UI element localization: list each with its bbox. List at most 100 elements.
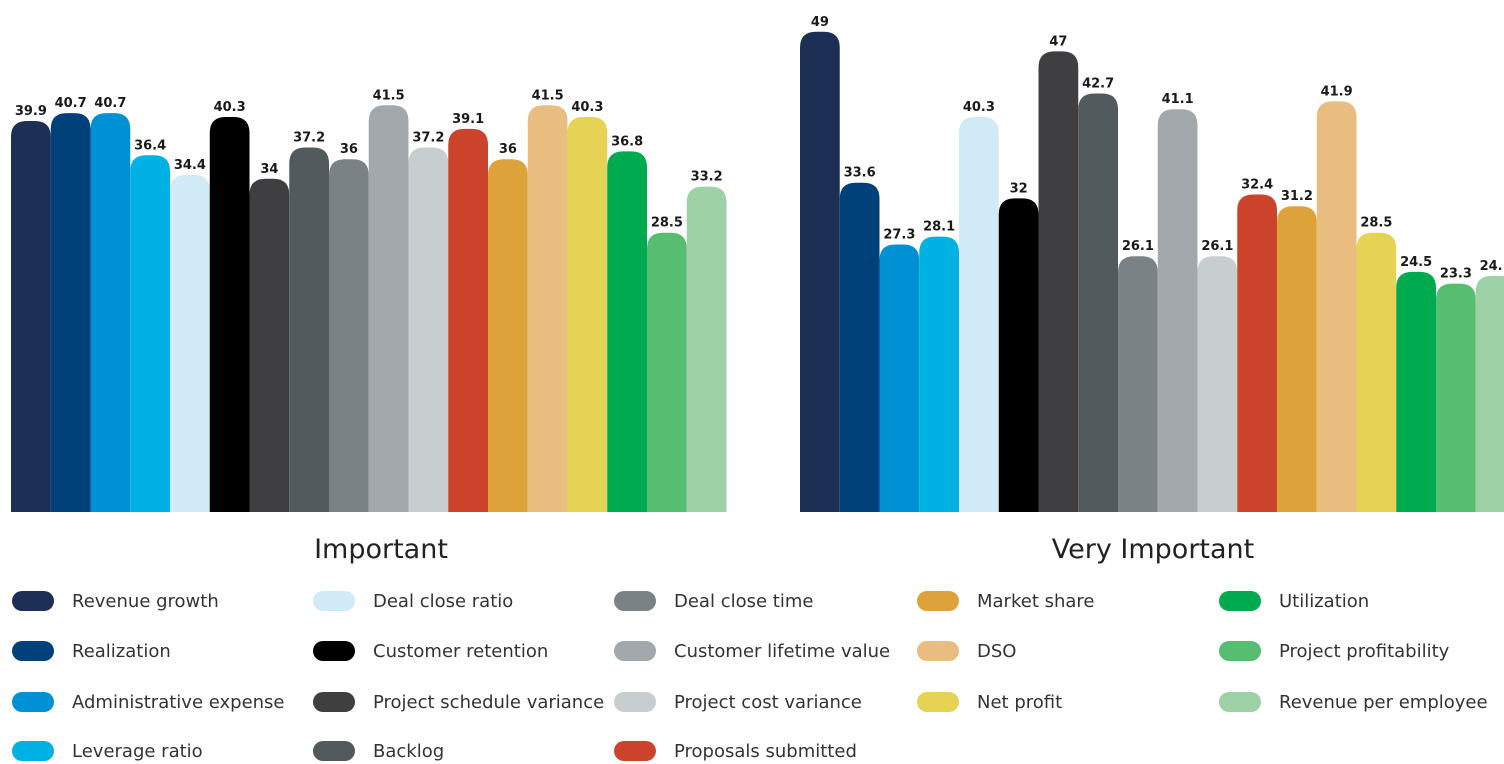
bar-very-important-proposals-submitted bbox=[1237, 194, 1277, 513]
legend-item-deal-close-ratio: Deal close ratio bbox=[313, 589, 513, 613]
bar-important-revenue-growth bbox=[11, 120, 51, 512]
legend-item-dso: DSO bbox=[917, 639, 1016, 663]
legend-item-net-profit: Net profit bbox=[917, 690, 1062, 714]
data-label-important-customer-retention: 40.3 bbox=[214, 100, 246, 115]
bars-layer: 39.9 40.7 40.7 36.4 34.4 40.3 34 37.2 36 41.5 37.2… bbox=[11, 15, 1504, 513]
data-label-important-realization: 40.7 bbox=[55, 96, 87, 111]
data-label-very-important-project-profitability: 23.3 bbox=[1440, 267, 1472, 282]
data-label-very-important-revenue-per-employee: 24.1 bbox=[1480, 259, 1504, 274]
legend-item-leverage-ratio: Leverage ratio bbox=[12, 739, 203, 763]
legend-swatch bbox=[313, 741, 355, 761]
data-label-important-backlog: 37.2 bbox=[293, 130, 325, 145]
legend-label: Realization bbox=[72, 640, 171, 662]
data-label-very-important-dso: 41.9 bbox=[1321, 84, 1353, 99]
data-label-important-proposals-submitted: 39.1 bbox=[452, 112, 484, 127]
bar-very-important-revenue-growth bbox=[800, 31, 840, 513]
legend-label: Net profit bbox=[977, 691, 1063, 713]
legend-item-customer-retention: Customer retention bbox=[313, 639, 548, 663]
bar-important-deal-close-ratio bbox=[170, 174, 210, 512]
legend-item-project-schedule-variance: Project schedule variance bbox=[313, 690, 604, 714]
legend-label: Project schedule variance bbox=[373, 691, 605, 713]
data-label-very-important-deal-close-ratio: 40.3 bbox=[963, 100, 995, 115]
legend-item-backlog: Backlog bbox=[313, 739, 444, 763]
bar-very-important-net-profit bbox=[1356, 232, 1397, 512]
legend-item-realization: Realization bbox=[12, 639, 171, 663]
bar-very-important-market-share bbox=[1277, 206, 1317, 513]
data-label-important-deal-close-time: 36 bbox=[340, 142, 358, 157]
legend-item-market-share: Market share bbox=[917, 589, 1095, 613]
data-label-very-important-customer-retention: 32 bbox=[1010, 181, 1028, 196]
legend-label: Revenue growth bbox=[72, 590, 219, 612]
data-label-very-important-proposals-submitted: 32.4 bbox=[1241, 177, 1273, 192]
bar-important-deal-close-time bbox=[329, 159, 369, 512]
bar-important-leverage-ratio bbox=[130, 155, 170, 512]
bar-important-realization bbox=[50, 113, 91, 512]
legend-swatch bbox=[313, 641, 355, 661]
legend-label: Backlog bbox=[373, 740, 445, 762]
bar-very-important-deal-close-time bbox=[1118, 256, 1158, 512]
data-label-very-important-administrative-expense: 27.3 bbox=[883, 227, 915, 242]
data-label-important-project-profitability: 28.5 bbox=[651, 216, 683, 231]
bar-important-utilization bbox=[607, 151, 647, 513]
bar-very-important-project-schedule-variance bbox=[1038, 51, 1079, 513]
legend-swatch bbox=[1219, 692, 1261, 712]
bar-very-important-utilization bbox=[1396, 271, 1436, 512]
legend-item-revenue-per-employee: Revenue per employee bbox=[1219, 690, 1488, 714]
data-label-important-revenue-growth: 39.9 bbox=[15, 104, 47, 119]
legend-item-revenue-growth: Revenue growth bbox=[12, 589, 219, 613]
bar-very-important-project-profitability bbox=[1436, 283, 1476, 512]
bar-very-important-customer-retention bbox=[998, 198, 1039, 512]
legend-label: Proposals submitted bbox=[674, 740, 857, 762]
data-label-very-important-deal-close-time: 26.1 bbox=[1122, 239, 1154, 254]
bar-important-customer-retention bbox=[209, 117, 250, 512]
data-label-important-project-cost-variance: 37.2 bbox=[412, 130, 444, 145]
data-label-very-important-customer-lifetime-value: 41.1 bbox=[1162, 92, 1194, 107]
legend-item-utilization: Utilization bbox=[1219, 589, 1369, 613]
bar-very-important-revenue-per-employee bbox=[1475, 275, 1504, 512]
legend-label: Customer lifetime value bbox=[674, 640, 891, 662]
data-label-very-important-project-cost-variance: 26.1 bbox=[1201, 239, 1233, 254]
legend-label: Project profitability bbox=[1279, 640, 1450, 662]
legend-label: Market share bbox=[977, 590, 1095, 612]
legend-label: Administrative expense bbox=[72, 691, 285, 713]
legend-swatch bbox=[614, 741, 656, 761]
data-label-very-important-net-profit: 28.5 bbox=[1360, 216, 1392, 231]
legend-label: Deal close time bbox=[674, 590, 814, 612]
data-label-important-utilization: 36.8 bbox=[611, 134, 643, 149]
bar-important-market-share bbox=[488, 159, 528, 512]
legend-swatch bbox=[1219, 641, 1261, 661]
legend: Revenue growth Realization Administrativ… bbox=[0, 585, 1504, 764]
legend-swatch bbox=[917, 641, 959, 661]
bar-important-backlog bbox=[289, 147, 329, 512]
data-label-very-important-backlog: 42.7 bbox=[1082, 77, 1114, 92]
legend-label: DSO bbox=[977, 640, 1017, 662]
legend-swatch bbox=[12, 641, 54, 661]
bar-very-important-dso bbox=[1316, 101, 1357, 512]
legend-swatch bbox=[1219, 591, 1261, 611]
bar-very-important-backlog bbox=[1078, 93, 1118, 512]
data-label-important-net-profit: 40.3 bbox=[571, 100, 603, 115]
bar-very-important-administrative-expense bbox=[879, 244, 920, 512]
bar-important-administrative-expense bbox=[90, 113, 131, 512]
legend-item-project-profitability: Project profitability bbox=[1219, 639, 1449, 663]
data-label-very-important-utilization: 24.5 bbox=[1400, 255, 1432, 270]
legend-swatch bbox=[614, 692, 656, 712]
bar-very-important-deal-close-ratio bbox=[959, 117, 999, 512]
legend-label: Revenue per employee bbox=[1279, 691, 1488, 713]
legend-swatch bbox=[614, 591, 656, 611]
bar-important-net-profit bbox=[567, 117, 608, 512]
legend-item-customer-lifetime-value: Customer lifetime value bbox=[614, 639, 890, 663]
legend-swatch bbox=[313, 591, 355, 611]
bar-important-project-schedule-variance bbox=[249, 178, 290, 513]
legend-swatch bbox=[917, 692, 959, 712]
legend-item-administrative-expense: Administrative expense bbox=[12, 690, 285, 714]
legend-label: Deal close ratio bbox=[373, 590, 514, 612]
legend-swatch bbox=[614, 641, 656, 661]
legend-swatch bbox=[12, 692, 54, 712]
legend-swatch bbox=[12, 741, 54, 761]
legend-item-project-cost-variance: Project cost variance bbox=[614, 690, 862, 714]
bar-important-revenue-per-employee bbox=[686, 186, 727, 512]
data-label-important-administrative-expense: 40.7 bbox=[94, 96, 126, 111]
data-label-important-deal-close-ratio: 34.4 bbox=[174, 158, 206, 173]
group-title-important: Important bbox=[314, 534, 448, 565]
